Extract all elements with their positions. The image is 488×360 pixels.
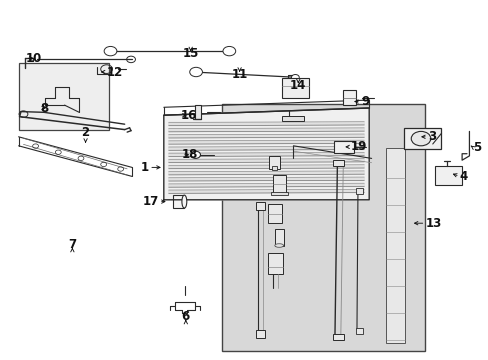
Polygon shape xyxy=(168,147,364,150)
Bar xyxy=(334,141,353,153)
Circle shape xyxy=(291,75,299,80)
Circle shape xyxy=(410,131,430,146)
Bar xyxy=(267,204,281,223)
Text: 16: 16 xyxy=(181,109,197,122)
Text: 8: 8 xyxy=(40,102,48,114)
Bar xyxy=(333,334,344,340)
Text: 12: 12 xyxy=(106,66,122,78)
Text: 1: 1 xyxy=(141,161,149,174)
Polygon shape xyxy=(168,153,364,156)
Text: 3: 3 xyxy=(427,130,435,143)
Ellipse shape xyxy=(274,244,283,247)
Text: 4: 4 xyxy=(459,170,467,183)
Bar xyxy=(222,104,425,351)
Polygon shape xyxy=(168,129,364,132)
Polygon shape xyxy=(168,178,364,181)
Polygon shape xyxy=(168,122,364,126)
Bar xyxy=(404,128,440,149)
Bar xyxy=(267,253,282,274)
Text: 19: 19 xyxy=(350,140,366,153)
Bar xyxy=(355,328,362,334)
Bar xyxy=(195,105,201,119)
Polygon shape xyxy=(163,108,368,200)
Bar xyxy=(386,148,404,343)
Bar xyxy=(256,202,264,210)
Text: 9: 9 xyxy=(360,95,368,108)
Bar xyxy=(172,195,184,208)
Polygon shape xyxy=(168,166,364,169)
Bar xyxy=(19,63,109,130)
Bar xyxy=(434,166,461,185)
Circle shape xyxy=(104,46,117,56)
Ellipse shape xyxy=(182,195,186,208)
Circle shape xyxy=(190,151,200,158)
Text: 14: 14 xyxy=(289,79,306,92)
Bar xyxy=(270,192,287,195)
Text: 17: 17 xyxy=(142,195,159,208)
Polygon shape xyxy=(168,190,364,193)
Text: 10: 10 xyxy=(25,52,41,65)
Bar xyxy=(271,166,276,170)
Polygon shape xyxy=(168,172,364,175)
Text: 13: 13 xyxy=(425,217,441,230)
Circle shape xyxy=(189,67,202,77)
Bar xyxy=(272,175,285,193)
Text: 18: 18 xyxy=(182,148,198,161)
Text: 11: 11 xyxy=(231,68,247,81)
Polygon shape xyxy=(168,141,364,144)
Bar xyxy=(274,229,283,246)
Bar xyxy=(355,188,362,194)
Polygon shape xyxy=(168,184,364,187)
Text: 2: 2 xyxy=(81,126,89,139)
Polygon shape xyxy=(168,159,364,163)
Bar xyxy=(256,330,264,338)
Circle shape xyxy=(223,46,235,56)
Text: 6: 6 xyxy=(182,310,189,323)
Bar xyxy=(333,160,344,166)
Text: 15: 15 xyxy=(182,47,199,60)
Text: 7: 7 xyxy=(68,238,76,251)
Polygon shape xyxy=(168,135,364,138)
Bar xyxy=(268,156,279,169)
Bar xyxy=(343,90,355,105)
Bar xyxy=(281,116,303,121)
Text: 5: 5 xyxy=(472,141,481,154)
Bar xyxy=(281,78,308,98)
